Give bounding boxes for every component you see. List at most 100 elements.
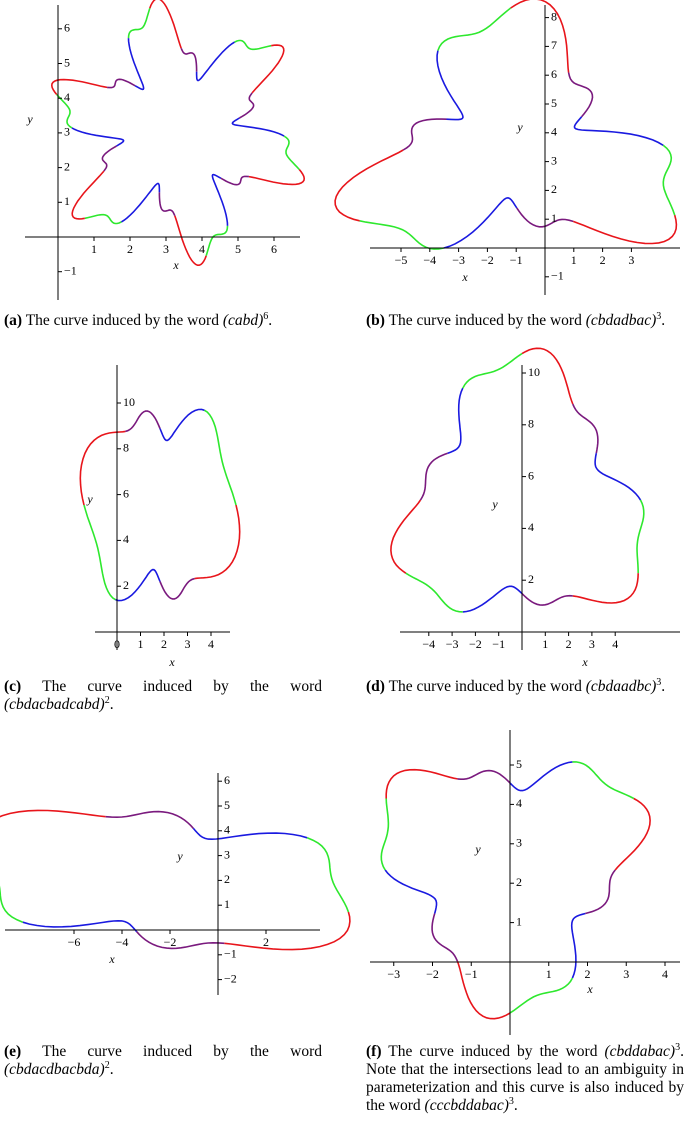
caption-label: (e) xyxy=(4,1043,22,1060)
curve-segment xyxy=(570,912,586,979)
x-tick-label: −3 xyxy=(452,253,465,267)
curve-segment xyxy=(159,408,205,442)
x-tick-label: 1 xyxy=(546,967,552,981)
y-tick-label: 6 xyxy=(123,486,129,500)
curve-segment xyxy=(83,504,116,601)
x-tick-label: 3 xyxy=(623,967,629,981)
caption: (d) The curve induced by the word (cbdaa… xyxy=(366,677,684,696)
y-tick-label: 3 xyxy=(224,847,230,861)
x-tick-label: 2 xyxy=(263,935,269,949)
caption-power: 3 xyxy=(675,1041,681,1053)
curve-segment xyxy=(509,977,574,1014)
curve-segment xyxy=(107,78,136,89)
curve-segment xyxy=(158,192,176,217)
panel: 0 1 2 3 4 2 4 6 8 10 x y xyxy=(79,365,241,669)
caption-word: (cbdaadbc) xyxy=(585,678,657,695)
caption-word2: (cccbddabac) xyxy=(424,1097,509,1114)
x-tick-label: −2 xyxy=(481,253,494,267)
caption-text: The curve induced by the word xyxy=(388,1043,598,1060)
caption-text: The curve induced by the word xyxy=(42,678,322,695)
x-axis-label: x xyxy=(172,258,179,272)
y-tick-label: 4 xyxy=(528,520,534,534)
curve-segment xyxy=(572,573,639,604)
y-tick-label: 6 xyxy=(551,67,557,81)
x-tick-label: −2 xyxy=(469,637,482,651)
x-tick-label: −1 xyxy=(492,637,505,651)
x-tick-label: 3 xyxy=(163,242,169,256)
curve-segment xyxy=(79,430,126,506)
caption-text: The curve induced by the word xyxy=(42,1043,322,1060)
x-axis-label: x xyxy=(586,982,593,996)
curve-segment xyxy=(248,169,306,186)
curve-segment xyxy=(71,170,105,220)
curve-segment xyxy=(462,352,523,389)
y-tick-label: 10 xyxy=(528,365,540,379)
y-tick-label: 2 xyxy=(551,182,557,196)
curve-segment xyxy=(149,0,182,49)
caption: (c) The curve induced by the word (cbdac… xyxy=(4,678,322,714)
curve-segment xyxy=(283,135,300,171)
y-tick-label: 3 xyxy=(551,153,557,167)
y-tick-label: 6 xyxy=(224,773,230,787)
curve-segment xyxy=(125,410,161,433)
x-tick-label: 3 xyxy=(589,637,595,651)
curve-segment xyxy=(127,38,145,91)
x-tick-label: 1 xyxy=(571,253,577,267)
y-tick-label: 1 xyxy=(551,211,557,225)
curve-segment xyxy=(521,347,574,405)
curve-segment xyxy=(204,409,237,506)
x-tick-label: 1 xyxy=(91,242,97,256)
curve-segment xyxy=(380,798,390,871)
x-tick-label: 3 xyxy=(185,637,191,651)
caption-end: . xyxy=(661,312,666,329)
curve-segment xyxy=(334,149,404,222)
curve-segment xyxy=(136,931,225,950)
y-tick-label: 5 xyxy=(224,798,230,812)
caption-end: . xyxy=(109,1061,114,1078)
x-tick-label: 1 xyxy=(542,637,548,651)
caption-label: (d) xyxy=(366,678,385,695)
y-axis-label: y xyxy=(26,112,33,126)
caption-power: 6 xyxy=(263,310,269,322)
y-tick-label: 4 xyxy=(64,90,70,104)
y-tick-label: 2 xyxy=(123,578,129,592)
y-axis-label: y xyxy=(474,842,481,856)
x-tick-label: 2 xyxy=(566,637,572,651)
x-axis-label: x xyxy=(108,952,115,966)
curve-segment xyxy=(205,225,229,257)
curve-segment xyxy=(174,215,207,266)
caption-word: (cbddabac) xyxy=(604,1043,676,1060)
caption-end2: . xyxy=(513,1097,518,1114)
panel: −4 −3 −2 −1 1 2 3 4 2 4 6 8 10 x y xyxy=(390,347,680,669)
curve-segment xyxy=(402,118,447,151)
curve-segment xyxy=(385,768,458,799)
curve-segment xyxy=(443,196,518,249)
x-tick-label: −3 xyxy=(387,967,400,981)
curve-segment xyxy=(614,797,651,871)
x-tick-label: 2 xyxy=(585,967,591,981)
caption-word: (cbdadbac) xyxy=(585,312,657,329)
y-tick-label: 10 xyxy=(123,395,135,409)
curve-segment xyxy=(251,44,285,94)
curve-segment xyxy=(50,78,108,95)
y-axis-label: y xyxy=(491,497,498,511)
curve-segment xyxy=(211,173,229,226)
caption-end: . Note that the intersections lead to an… xyxy=(366,1043,684,1114)
curve-segment xyxy=(509,761,573,792)
y-tick-label: −1 xyxy=(64,263,77,277)
y-tick-label: 1 xyxy=(224,897,230,911)
curve-segment xyxy=(359,220,445,250)
y-axis-label: y xyxy=(516,120,523,134)
y-tick-label: 4 xyxy=(224,823,230,837)
y-tick-label: 6 xyxy=(528,468,534,482)
x-tick-label: −1 xyxy=(510,253,523,267)
curve-segment xyxy=(462,585,523,613)
caption-text: The curve induced by the word xyxy=(388,678,582,695)
x-tick-label: 3 xyxy=(628,253,634,267)
caption: (a) The curve induced by the word (cabd)… xyxy=(4,310,322,330)
y-tick-label: 5 xyxy=(516,757,522,771)
caption-word: (cabd) xyxy=(222,312,264,329)
y-tick-label: 5 xyxy=(551,96,557,110)
panel: −5 −4 −3 −2 −1 1 2 3 −1 1 2 3 4 5 6 7 8 x y xyxy=(334,0,680,295)
curve-segment xyxy=(195,41,236,82)
